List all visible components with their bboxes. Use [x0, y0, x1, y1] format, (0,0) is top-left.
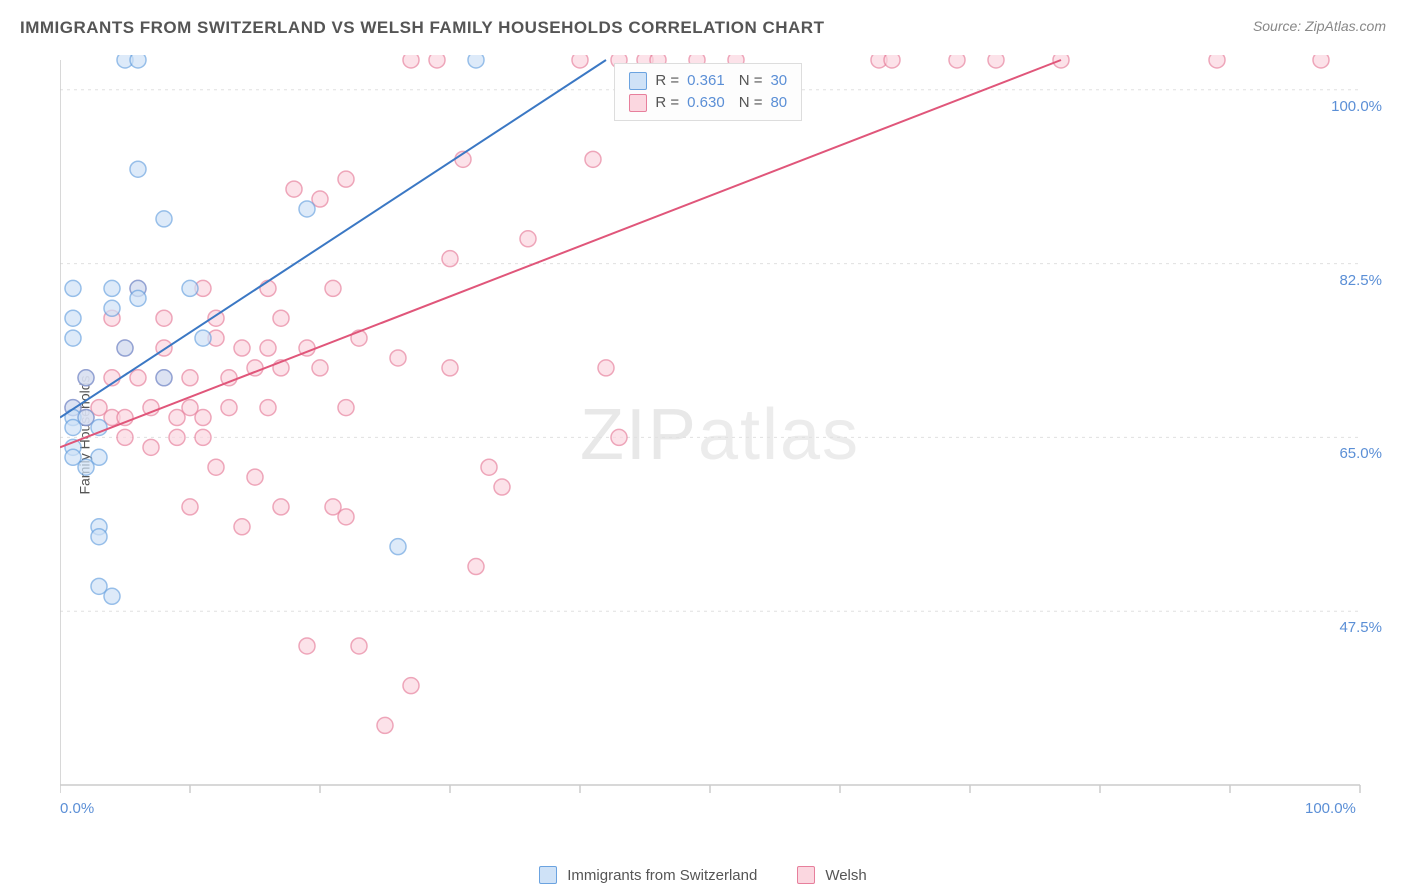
r-value: 0.361 [687, 72, 725, 89]
legend-swatch-icon [797, 866, 815, 884]
chart-container: Family Households ZIPatlas R = 0.361 N =… [60, 55, 1380, 815]
y-tick-label: 82.5% [1339, 272, 1382, 289]
n-label: N = [739, 72, 763, 89]
r-value: 0.630 [687, 94, 725, 111]
chart-header: IMMIGRANTS FROM SWITZERLAND VS WELSH FAM… [0, 0, 1406, 48]
n-label: N = [739, 94, 763, 111]
source-name: ZipAtlas.com [1305, 18, 1386, 34]
stats-row: R = 0.361 N = 30 [629, 70, 787, 92]
n-value: 80 [770, 94, 787, 111]
chart-title: IMMIGRANTS FROM SWITZERLAND VS WELSH FAM… [20, 18, 824, 38]
legend-item-switzerland: Immigrants from Switzerland [539, 866, 757, 884]
stats-row: R = 0.630 N = 80 [629, 92, 787, 114]
n-value: 30 [770, 72, 787, 89]
source-prefix: Source: [1253, 18, 1305, 34]
scatter-plot [60, 55, 1380, 815]
stats-swatch-icon [629, 72, 647, 90]
legend-label: Immigrants from Switzerland [567, 867, 757, 884]
correlation-stats-box: R = 0.361 N = 30 R = 0.630 N = 80 [614, 63, 802, 121]
r-label: R = [655, 94, 679, 111]
legend-item-welsh: Welsh [797, 866, 866, 884]
y-tick-label: 100.0% [1331, 98, 1382, 115]
legend-swatch-icon [539, 866, 557, 884]
chart-source: Source: ZipAtlas.com [1253, 18, 1386, 34]
bottom-legend: Immigrants from Switzerland Welsh [0, 866, 1406, 884]
stats-swatch-icon [629, 94, 647, 112]
y-tick-label: 47.5% [1339, 619, 1382, 636]
x-axis-max-label: 100.0% [1305, 800, 1356, 817]
legend-label: Welsh [825, 867, 866, 884]
r-label: R = [655, 72, 679, 89]
x-axis-min-label: 0.0% [60, 800, 94, 817]
y-tick-label: 65.0% [1339, 445, 1382, 462]
